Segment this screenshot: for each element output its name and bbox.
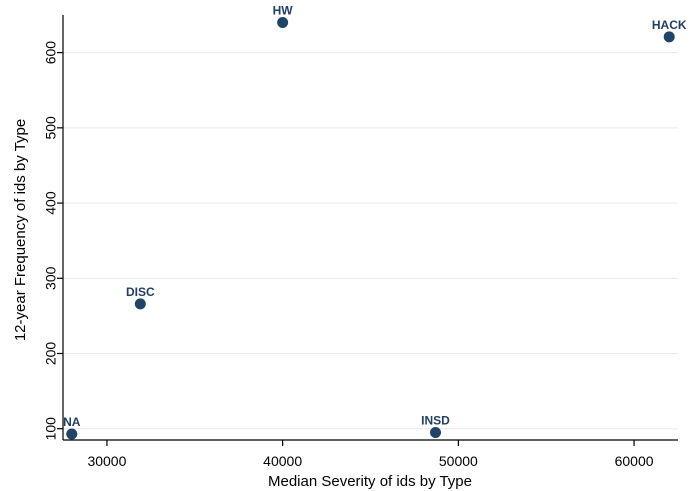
x-tick-label: 50000 (439, 453, 478, 469)
x-tick-label: 60000 (615, 453, 654, 469)
point-layer: NA DISC HW INSD HACK (63, 4, 687, 440)
data-point (134, 298, 146, 310)
tick-layer: 100 200 300 400 500 600 30000 40000 50000 60000 (43, 41, 654, 469)
data-point (66, 428, 78, 440)
y-axis-label: 12-year Frequency of ids by Type (12, 119, 29, 341)
x-tick-label: 30000 (87, 453, 126, 469)
y-tick-label: 300 (43, 266, 59, 290)
x-tick-label: 40000 (263, 453, 302, 469)
y-tick-label: 600 (43, 41, 59, 65)
data-point (663, 31, 675, 43)
y-tick-label: 200 (43, 342, 59, 366)
x-axis-label: Median Severity of ids by Type (268, 473, 472, 490)
data-point (430, 426, 442, 438)
data-point-label: INSD (421, 413, 450, 427)
axis-layer (62, 15, 678, 441)
data-point-label: HACK (652, 18, 687, 32)
y-tick-label: 100 (43, 417, 59, 441)
grid-layer (63, 52, 678, 430)
data-point (277, 17, 289, 29)
y-tick-label: 500 (43, 116, 59, 140)
data-point-label: NA (63, 415, 81, 429)
y-tick-label: 400 (43, 191, 59, 215)
data-point-label: HW (273, 4, 294, 18)
data-point-label: DISC (126, 285, 155, 299)
